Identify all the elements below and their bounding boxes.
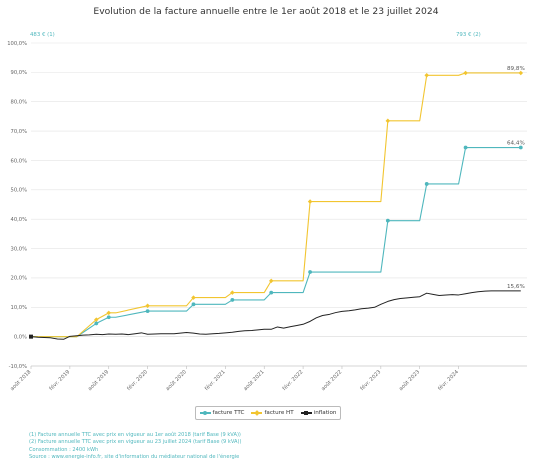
y-tick-label: 0,0% bbox=[14, 334, 27, 340]
legend-item-inflation[interactable]: inflation bbox=[300, 410, 337, 416]
grid bbox=[31, 42, 527, 367]
y-axis: 100,0% 90,0% 80,0% 70,0% 60,0% 50,0% 40,0% 30,0… bbox=[7, 41, 27, 370]
x-tick-label: févr. 2023 bbox=[359, 368, 383, 392]
x-axis: août 2018 févr. 2019 août 2019 févr. 2020 ao… bbox=[9, 366, 460, 392]
legend-label-inflation: inflation bbox=[313, 410, 337, 416]
end-label-ttc: 64,4% bbox=[507, 141, 525, 147]
ttc-point[interactable] bbox=[94, 321, 99, 326]
chart-title: Evolution de la facture annuelle entre l… bbox=[93, 6, 438, 17]
y-tick-label: 100,0% bbox=[7, 41, 27, 47]
footnotes: (1) Facture annuelle TTC avec prix en vi… bbox=[29, 432, 241, 462]
legend-swatch-ttc bbox=[199, 410, 211, 415]
ttc-point[interactable] bbox=[191, 302, 196, 307]
series-group bbox=[29, 70, 524, 340]
x-tick-label: août 2021 bbox=[242, 368, 266, 392]
footnote-source: Source : www.energie-info.fr, site d'inf… bbox=[29, 454, 240, 461]
footnote-consumption: Consommation : 2400 kWh bbox=[29, 446, 99, 453]
end-label-ht: 89,8% bbox=[507, 66, 525, 72]
legend-swatch-inflation bbox=[300, 410, 312, 415]
ht-point[interactable] bbox=[385, 118, 391, 124]
x-tick-label: févr. 2020 bbox=[126, 368, 150, 392]
ttc-point[interactable] bbox=[424, 182, 429, 186]
ht-point[interactable] bbox=[145, 303, 150, 309]
x-tick-label: févr. 2024 bbox=[436, 368, 460, 392]
ht-point[interactable] bbox=[307, 199, 313, 204]
ttc-point[interactable] bbox=[106, 315, 111, 320]
y-tick-label: 60,0% bbox=[11, 158, 28, 164]
ht-point[interactable] bbox=[230, 290, 235, 295]
legend-swatch-ht bbox=[251, 409, 263, 416]
y-tick-label: 80,0% bbox=[11, 100, 28, 106]
ttc-point[interactable] bbox=[463, 145, 468, 150]
ttc-point[interactable] bbox=[385, 218, 390, 223]
legend-item-ht[interactable]: facture HT bbox=[251, 409, 294, 416]
x-tick-label: févr. 2019 bbox=[48, 368, 72, 392]
x-tick-label: août 2019 bbox=[86, 368, 110, 392]
y-tick-label: 30,0% bbox=[11, 246, 28, 252]
legend-label-ht: facture HT bbox=[264, 410, 294, 416]
x-tick-label: août 2023 bbox=[397, 368, 421, 392]
end-labels: 89,8% 64,4% 15,6% bbox=[507, 66, 525, 290]
x-tick-label: févr. 2021 bbox=[203, 368, 227, 392]
ht-point[interactable] bbox=[268, 278, 274, 284]
annotation-right: 793 € (2) bbox=[456, 32, 481, 38]
x-tick-label: août 2022 bbox=[320, 368, 344, 392]
ht-point[interactable] bbox=[191, 295, 196, 300]
inflation-start-point[interactable] bbox=[29, 334, 33, 339]
x-tick-label: août 2018 bbox=[9, 368, 33, 392]
end-label-inflation: 15,6% bbox=[507, 284, 525, 290]
y-tick-label: 20,0% bbox=[11, 276, 28, 282]
legend-item-ttc[interactable]: facture TTC bbox=[199, 410, 245, 416]
ttc-point[interactable] bbox=[269, 290, 274, 295]
y-tick-label: 90,0% bbox=[11, 70, 28, 76]
ttc-point[interactable] bbox=[230, 298, 235, 302]
legend: facture TTC facture HT inflation bbox=[195, 406, 341, 420]
ht-point[interactable] bbox=[463, 70, 468, 76]
y-tick-label: 50,0% bbox=[11, 188, 28, 194]
y-tick-label: -10,0% bbox=[9, 364, 27, 370]
series-line-facture-ttc bbox=[31, 146, 521, 338]
footnote-2: (2) Facture annuelle TTC avec prix en vi… bbox=[29, 439, 242, 446]
ht-point[interactable] bbox=[106, 310, 112, 316]
series-line-inflation bbox=[30, 290, 521, 340]
y-tick-label: 40,0% bbox=[11, 217, 28, 223]
annotation-left: 483 € (1) bbox=[30, 32, 55, 38]
ttc-point[interactable] bbox=[518, 145, 523, 150]
x-tick-label: août 2020 bbox=[164, 368, 188, 392]
ttc-point[interactable] bbox=[145, 309, 150, 313]
legend-label-ttc: facture TTC bbox=[212, 410, 245, 416]
ht-point[interactable] bbox=[424, 73, 429, 78]
series-line-facture-ht bbox=[31, 72, 521, 338]
ttc-point[interactable] bbox=[308, 270, 312, 274]
y-tick-label: 10,0% bbox=[11, 305, 28, 311]
y-tick-label: 70,0% bbox=[11, 129, 28, 135]
x-tick-label: févr. 2022 bbox=[281, 368, 305, 392]
footnote-1: (1) Facture annuelle TTC avec prix en vi… bbox=[29, 432, 241, 438]
